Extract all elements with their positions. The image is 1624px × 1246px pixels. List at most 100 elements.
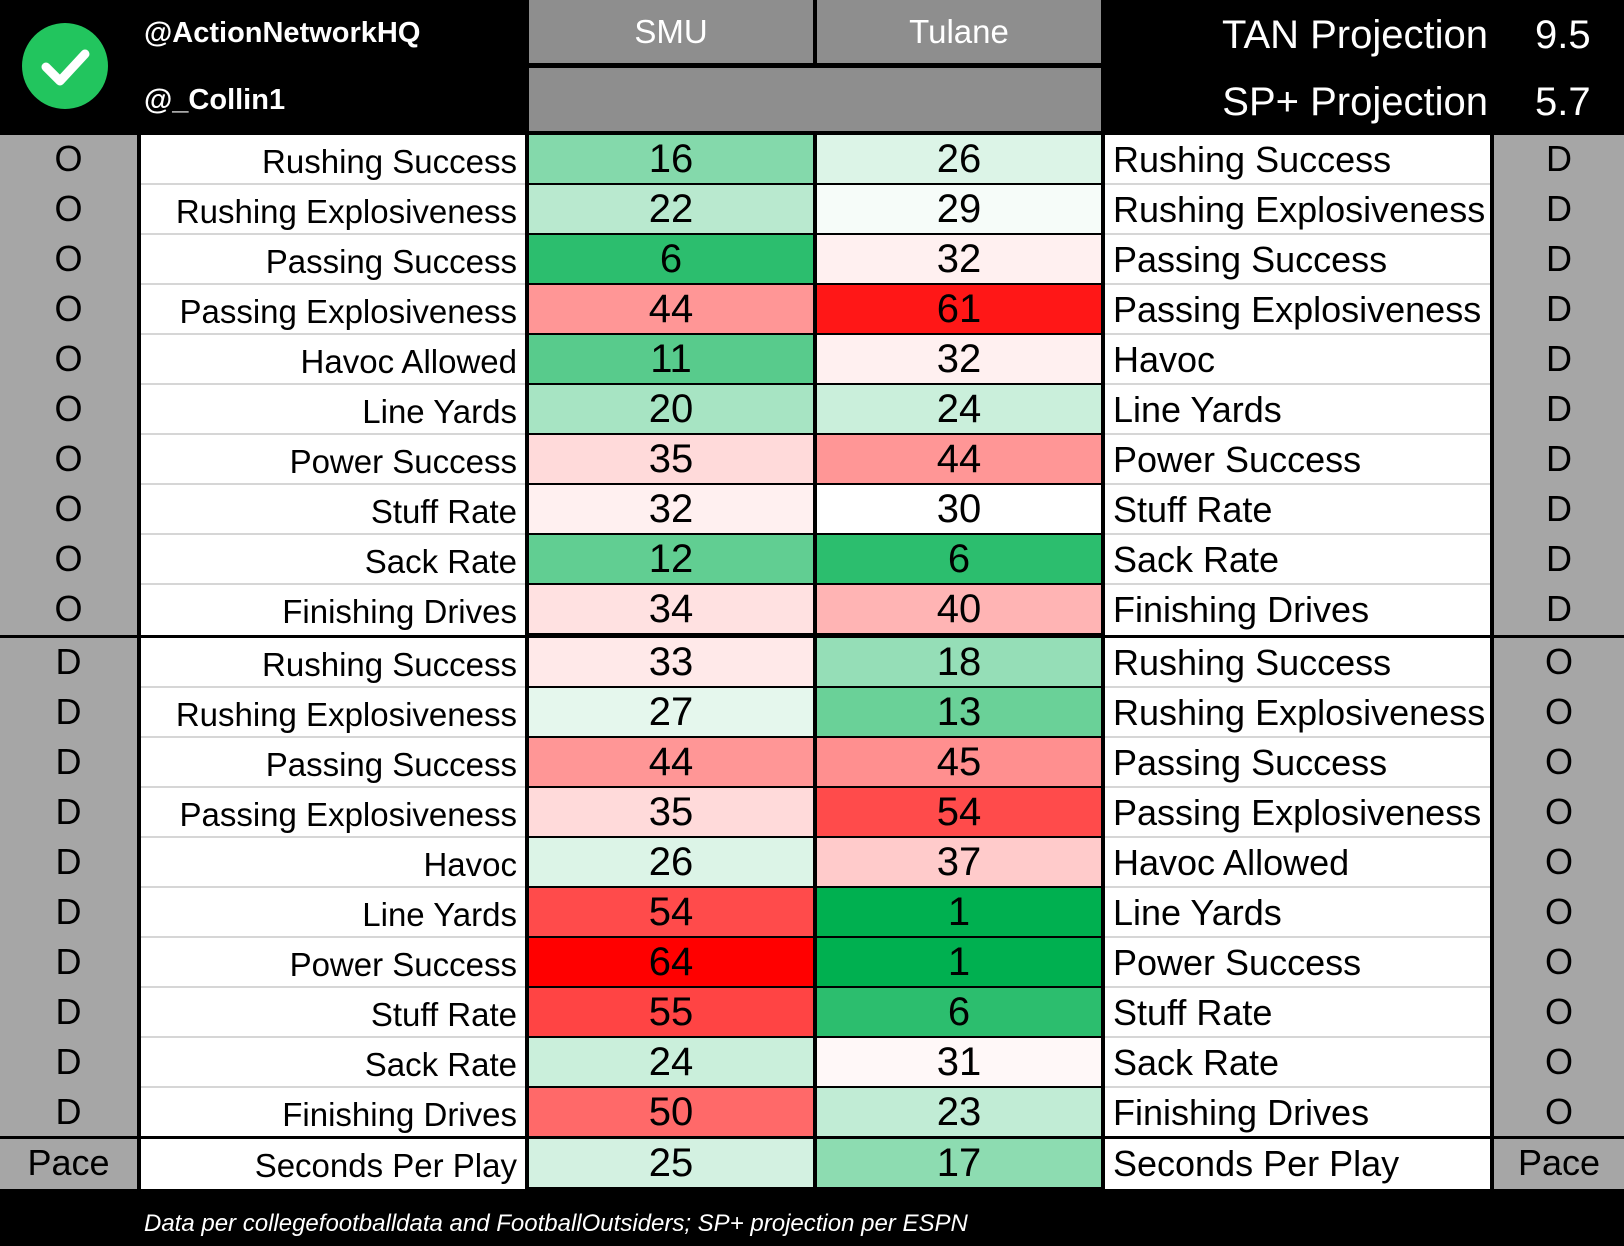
handle-author: @_Collin1 [144, 84, 286, 116]
row-side-right: O [1544, 791, 1573, 832]
smu-rank-cell: 35 [529, 435, 813, 483]
row-divider [141, 483, 525, 485]
sp-projection-value: 5.7 [1535, 80, 1591, 124]
row-label-left: Rushing Explosiveness [175, 193, 517, 230]
row-label-left: Rushing Explosiveness [175, 696, 517, 733]
tulane-rank-cell: 6 [817, 988, 1101, 1036]
tulane-rank-cell: 32 [817, 235, 1101, 283]
tulane-rank-cell: 45 [817, 738, 1101, 786]
tulane-rank-cell: 13 [817, 688, 1101, 736]
row-label-right: Rushing Success [1113, 139, 1392, 180]
right-label-column [1105, 135, 1490, 1189]
smu-rank-cell: 35 [529, 788, 813, 836]
row-divider [141, 736, 525, 738]
handle-action-network: @ActionNetworkHQ [144, 17, 421, 49]
row-label-right: Line Yards [1113, 389, 1282, 430]
row-divider [1105, 936, 1490, 938]
right-side-column [1494, 135, 1624, 1189]
section-divider [0, 635, 1624, 638]
smu-rank-cell: 44 [529, 738, 813, 786]
tulane-rank-cell: 44 [817, 435, 1101, 483]
row-divider [1105, 836, 1490, 838]
row-divider [1105, 433, 1490, 435]
row-side-left: D [55, 641, 82, 682]
row-side-left: D [55, 941, 82, 982]
check-icon [41, 49, 90, 86]
row-side-left: O [54, 188, 83, 229]
smu-rank-cell: 54 [529, 888, 813, 936]
row-side-left: D [55, 891, 82, 932]
row-side-left: O [54, 438, 83, 479]
row-label-right: Passing Success [1113, 742, 1388, 783]
row-label-left: Power Success [289, 946, 517, 983]
smu-rank-cell: 50 [529, 1088, 813, 1136]
row-divider [1105, 383, 1490, 385]
row-side-right: O [1544, 1041, 1573, 1082]
row-label-left: Passing Explosiveness [179, 796, 517, 833]
sp-projection-label: SP+ Projection [1222, 80, 1488, 124]
smu-rank-cell: 55 [529, 988, 813, 1036]
row-side-right: O [1544, 641, 1573, 682]
row-side-right: D [1546, 438, 1572, 479]
row-label-right: Power Success [1113, 942, 1362, 983]
team-header-tulane: Tulane [817, 0, 1101, 63]
row-label-right: Line Yards [1113, 892, 1282, 933]
row-label-left: Rushing Success [262, 143, 517, 180]
row-side-left: D [55, 841, 82, 882]
row-divider [1105, 986, 1490, 988]
row-label-right: Finishing Drives [1113, 1092, 1370, 1133]
row-side-right: O [1544, 941, 1573, 982]
row-divider [1105, 283, 1490, 285]
row-label-right: Passing Explosiveness [1113, 289, 1482, 330]
row-divider [141, 333, 525, 335]
row-label-right: Power Success [1113, 439, 1362, 480]
left-label-column [141, 135, 525, 1189]
row-side-left: D [55, 741, 82, 782]
row-divider [141, 583, 525, 585]
row-label-left: Stuff Rate [370, 996, 517, 1033]
row-side-right: O [1544, 741, 1573, 782]
row-label-right: Stuff Rate [1113, 992, 1273, 1033]
row-side-left: O [54, 488, 83, 529]
smu-rank-cell: 6 [529, 235, 813, 283]
row-divider [141, 433, 525, 435]
row-divider [1105, 183, 1490, 185]
row-label-left: Passing Success [265, 746, 517, 783]
row-divider [141, 183, 525, 185]
row-label-right: Rushing Explosiveness [1113, 189, 1486, 230]
tulane-rank-cell: 26 [817, 135, 1101, 183]
row-side-right: O [1544, 841, 1573, 882]
tulane-rank-cell: 24 [817, 385, 1101, 433]
row-label-left: Sack Rate [364, 543, 517, 580]
row-divider [141, 686, 525, 688]
row-divider [141, 1036, 525, 1038]
row-side-left: Pace [27, 1142, 110, 1183]
smu-rank-cell: 16 [529, 135, 813, 183]
row-label-left: Rushing Success [262, 646, 517, 683]
smu-rank-cell: 26 [529, 838, 813, 886]
tulane-rank-cell: 32 [817, 335, 1101, 383]
row-side-left: O [54, 588, 83, 629]
row-side-left: O [54, 138, 83, 179]
row-label-left: Finishing Drives [282, 1096, 517, 1133]
row-divider [1105, 786, 1490, 788]
smu-rank-cell: 22 [529, 185, 813, 233]
row-divider [1105, 333, 1490, 335]
row-divider [1105, 686, 1490, 688]
left-side-column [0, 135, 137, 1189]
row-label-left: Finishing Drives [282, 593, 517, 630]
row-label-right: Havoc Allowed [1113, 842, 1350, 883]
row-label-right: Seconds Per Play [1113, 1143, 1400, 1184]
row-divider [1105, 583, 1490, 585]
row-side-left: O [54, 288, 83, 329]
smu-rank-cell: 32 [529, 485, 813, 533]
row-divider [1105, 886, 1490, 888]
row-label-left: Power Success [289, 443, 517, 480]
team-header-subbar [529, 68, 1101, 131]
row-side-right: D [1546, 238, 1572, 279]
smu-rank-cell: 44 [529, 285, 813, 333]
tulane-rank-cell: 17 [817, 1139, 1101, 1187]
tulane-rank-cell: 1 [817, 938, 1101, 986]
row-side-right: D [1546, 388, 1572, 429]
tulane-rank-cell: 40 [817, 585, 1101, 633]
